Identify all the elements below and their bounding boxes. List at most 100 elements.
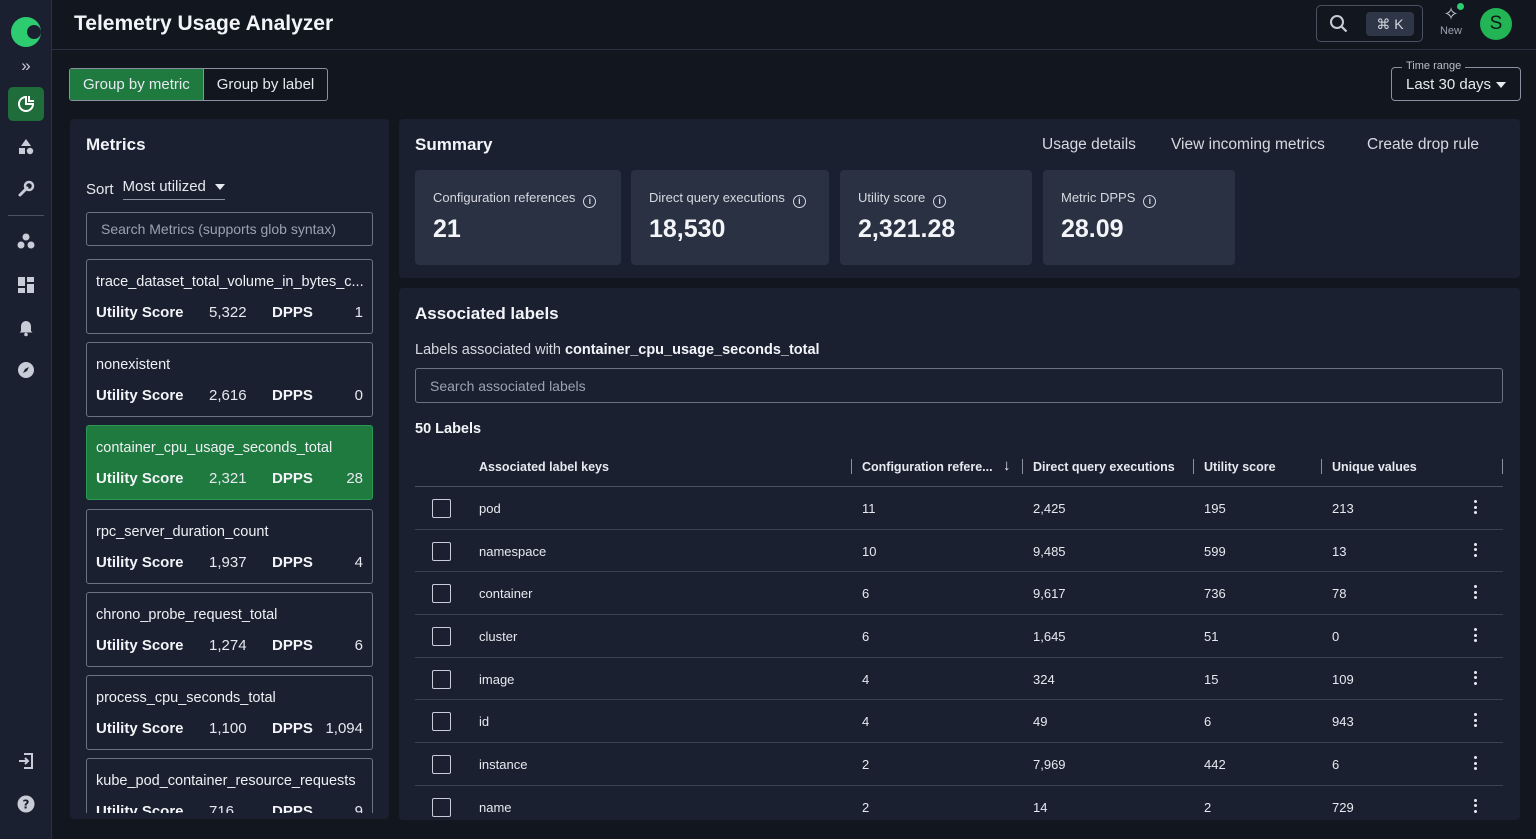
shapes-icon[interactable] [8, 130, 44, 164]
metric-card[interactable]: trace_dataset_total_volume_in_bytes_c...… [86, 259, 373, 334]
sparkle-icon: ✧ [1443, 4, 1459, 24]
col-header-utility[interactable]: Utility score [1204, 460, 1276, 474]
metric-card[interactable]: chrono_probe_request_total Utility Score 1… [86, 591, 373, 667]
table-row[interactable]: cluster 6 1,645 51 0 [415, 615, 1503, 658]
kebab-menu-icon[interactable] [1469, 796, 1481, 816]
info-icon[interactable]: i [792, 195, 806, 208]
metric-search-input[interactable] [86, 212, 373, 246]
metrics-title: Metrics [86, 135, 146, 154]
stat-card-metric-dpps: Metric DPPS i 28.09 [1043, 170, 1235, 265]
utility-score-label: Utility Score [96, 470, 184, 488]
view-incoming-metrics-link[interactable]: View incoming metrics [1171, 136, 1325, 153]
utility-score-value: 2,616 [209, 387, 247, 405]
dpps-label: DPPS [272, 803, 313, 813]
kebab-menu-icon[interactable] [1469, 710, 1481, 730]
cell-config-refs: 4 [862, 671, 870, 687]
rail-divider [8, 215, 44, 216]
cell-direct-queries: 9,617 [1033, 586, 1066, 602]
row-checkbox[interactable] [432, 755, 451, 775]
sort-select[interactable]: Most utilized [122, 178, 225, 200]
table-row[interactable]: namespace 10 9,485 599 13 [415, 530, 1503, 573]
global-search-button[interactable]: ⌘ K [1316, 5, 1423, 42]
kebab-menu-icon[interactable] [1469, 668, 1481, 688]
bell-icon[interactable] [8, 310, 44, 344]
col-header-unique[interactable]: Unique values [1332, 460, 1417, 474]
new-label: New [1439, 25, 1462, 37]
help-icon[interactable]: ? [8, 787, 44, 821]
cell-unique-values: 78 [1332, 586, 1347, 602]
dashboard-icon[interactable] [8, 268, 44, 302]
cell-direct-queries: 1,645 [1033, 629, 1066, 645]
expand-icon[interactable]: » [21, 56, 31, 75]
table-row[interactable]: container 6 9,617 736 78 [415, 572, 1503, 616]
stat-value: 18,530 [649, 215, 726, 243]
logo-icon[interactable] [11, 17, 41, 47]
cell-config-refs: 4 [862, 714, 870, 730]
metric-card[interactable]: kube_pod_container_resource_requests Util… [86, 758, 373, 813]
metric-card[interactable]: container_cpu_usage_seconds_total Utility… [86, 425, 373, 501]
kebab-menu-icon[interactable] [1469, 582, 1481, 602]
group-by-metric-button[interactable]: Group by metric [70, 69, 203, 100]
caret-down-icon [214, 183, 225, 190]
column-divider [1502, 459, 1503, 474]
notification-dot [1457, 3, 1464, 10]
cell-utility-score: 442 [1204, 757, 1226, 773]
metric-card[interactable]: nonexistent Utility Score 2,616 DPPS 0 [86, 342, 373, 418]
compass-icon[interactable] [8, 353, 44, 387]
kebab-menu-icon[interactable] [1469, 497, 1481, 517]
table-row[interactable]: name 2 14 2 729 [415, 786, 1503, 820]
cell-direct-queries: 324 [1033, 671, 1055, 687]
metric-card[interactable]: rpc_server_duration_count Utility Score 1,… [86, 508, 373, 584]
row-checkbox[interactable] [432, 499, 451, 518]
top-bar: Telemetry Usage Analyzer ⌘ K ✧ New S [52, 0, 1536, 50]
col-header-direct[interactable]: Direct query executions [1033, 460, 1175, 474]
sort-desc-icon[interactable]: ↓ [1003, 457, 1011, 474]
cell-utility-score: 599 [1204, 543, 1226, 559]
dpps-value: 0 [354, 387, 363, 405]
info-icon[interactable]: i [933, 195, 947, 208]
dpps-label: DPPS [272, 304, 313, 321]
wrench-icon[interactable] [8, 172, 44, 206]
table-row[interactable]: instance 2 7,969 442 6 [415, 743, 1503, 786]
info-icon[interactable]: i [1143, 195, 1157, 208]
row-checkbox[interactable] [432, 712, 451, 732]
info-icon[interactable]: i [583, 195, 597, 208]
row-checkbox[interactable] [432, 627, 451, 647]
whats-new-button[interactable]: ✧ New [1436, 3, 1466, 43]
row-checkbox[interactable] [432, 584, 451, 604]
services-icon[interactable] [8, 225, 44, 259]
col-header-config[interactable]: Configuration refere... [862, 460, 993, 474]
kebab-menu-icon[interactable] [1469, 753, 1481, 773]
avatar[interactable]: S [1480, 8, 1512, 40]
col-header-key[interactable]: Associated label keys [479, 460, 609, 474]
metric-list[interactable]: trace_dataset_total_volume_in_bytes_c...… [86, 259, 373, 813]
metric-name: kube_pod_container_resource_requests [96, 773, 356, 790]
create-drop-rule-link[interactable]: Create drop rule [1367, 136, 1480, 153]
cell-unique-values: 943 [1332, 714, 1354, 730]
cell-direct-queries: 14 [1033, 799, 1048, 815]
dpps-label: DPPS [272, 553, 313, 571]
usage-analyzer-icon[interactable] [8, 87, 44, 121]
logout-icon[interactable] [8, 744, 44, 778]
label-search-input[interactable] [415, 368, 1503, 403]
row-checkbox[interactable] [432, 541, 451, 561]
cell-config-refs: 2 [862, 799, 870, 815]
time-range-select[interactable]: Time range Last 30 days [1391, 60, 1521, 101]
cell-config-refs: 6 [862, 629, 870, 645]
kebab-menu-icon[interactable] [1469, 540, 1481, 560]
usage-details-link[interactable]: Usage details [1042, 136, 1136, 153]
row-checkbox[interactable] [432, 797, 451, 817]
column-divider [1193, 459, 1194, 474]
group-by-label-button[interactable]: Group by label [202, 69, 328, 100]
cell-label-key: name [479, 799, 512, 815]
kebab-menu-icon[interactable] [1469, 625, 1481, 645]
table-row[interactable]: id 4 49 6 943 [415, 700, 1503, 744]
row-checkbox[interactable] [432, 669, 451, 689]
dpps-label: DPPS [272, 387, 313, 405]
metric-card[interactable]: process_cpu_seconds_total Utility Score 1,… [86, 675, 373, 750]
column-divider [851, 459, 852, 474]
dpps-value: 1 [354, 304, 363, 321]
table-row[interactable]: image 4 324 15 109 [415, 658, 1503, 701]
table-row[interactable]: pod 11 2,425 195 213 [415, 487, 1503, 530]
keyboard-shortcut: ⌘ K [1366, 12, 1414, 36]
